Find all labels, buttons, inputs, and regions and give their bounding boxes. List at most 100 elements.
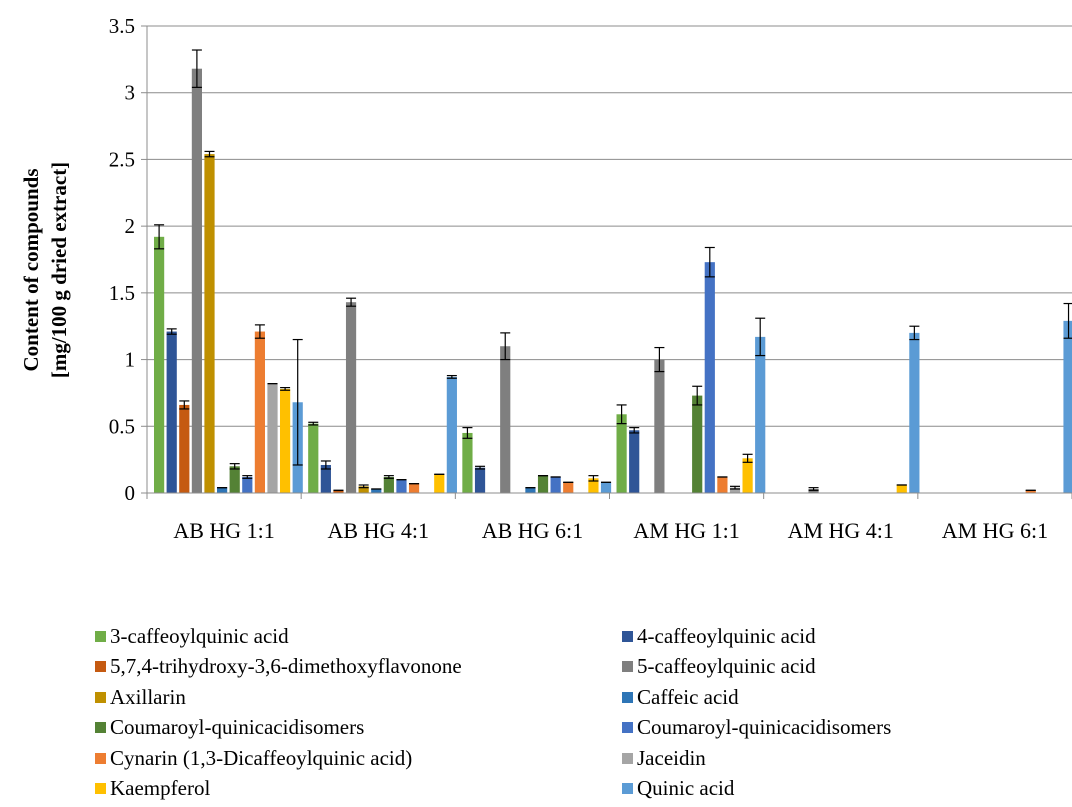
bar (434, 474, 445, 493)
bar (563, 482, 574, 493)
bar (371, 488, 382, 493)
bar (1063, 320, 1072, 493)
bar (654, 359, 665, 493)
bar (525, 487, 536, 493)
bar (396, 479, 407, 493)
chart-canvas: 0 0.5 1 1.5 2 2.5 3 3.5 AB HG 1:1 AB HG 4:1 AB HG… (19, 14, 1072, 543)
legend-item: 3-caffeoylquinic acid (95, 622, 289, 650)
y-tick-label: 3.5 (109, 14, 135, 38)
legend-label: 5-caffeoylquinic acid (637, 654, 816, 678)
legend-item: Coumaroyl-quinicacidisomers (622, 714, 891, 742)
x-tick-label: AB HG 4:1 (328, 518, 429, 543)
bar (166, 331, 177, 493)
bar (550, 476, 561, 493)
legend-label: 5,7,4-trihydroxy-3,6-dimethoxyflavonone (110, 654, 462, 678)
bar (320, 464, 331, 493)
y-tick-label: 3 (125, 81, 136, 105)
legend-item: Caffeic acid (622, 683, 739, 711)
bar (729, 487, 741, 493)
legend-swatch (622, 661, 633, 672)
legend-swatch (95, 722, 106, 733)
bar (217, 487, 228, 493)
legend-swatch (622, 783, 633, 794)
bar (704, 262, 715, 493)
x-tick-label: AM HG 1:1 (633, 518, 739, 543)
bar (191, 68, 202, 493)
legend-swatch (622, 630, 633, 642)
x-tick-label: AM HG 6:1 (942, 518, 1048, 543)
bar (267, 383, 278, 493)
y-axis-ticks: 0 0.5 1 1.5 2 2.5 3 3.5 (109, 14, 148, 505)
legend-item: 5-caffeoylquinic acid (622, 653, 816, 681)
bar (717, 476, 728, 493)
legend-item: Quinic acid (622, 775, 734, 803)
bar (537, 475, 549, 493)
legend-item: Coumaroyl-quinicacidisomers (95, 714, 364, 742)
y-tick-label: 2 (125, 214, 136, 238)
bar (280, 388, 291, 493)
bar (808, 488, 819, 493)
legend-item: Axillarin (95, 683, 186, 711)
bar (1025, 490, 1036, 493)
y-axis-label-line1: Content of compounds (19, 168, 43, 371)
legend-label: 4-caffeoylquinic acid (637, 623, 816, 648)
legend-item: Jaceidin (622, 744, 706, 772)
bar (600, 482, 612, 493)
x-tick-label: AB HG 1:1 (173, 518, 274, 543)
legend-swatch (622, 722, 633, 733)
legend-item: 5,7,4-trihydroxy-3,6-dimethoxyflavonone (95, 653, 462, 681)
legend-swatch (95, 783, 106, 794)
gridlines (147, 25, 1072, 427)
legend-label: Kaempferol (110, 776, 211, 800)
legend-swatch (622, 752, 633, 764)
bar (345, 302, 357, 493)
legend-swatch (622, 691, 633, 703)
legend-label: 3-caffeoylquinic acid (110, 623, 289, 648)
bar (446, 376, 457, 493)
bar (616, 414, 627, 493)
bar (204, 154, 215, 493)
legend-label: Jaceidin (637, 745, 706, 770)
y-axis-label-line2: [mg/100 g dried extract] (47, 162, 71, 378)
bar (242, 476, 253, 493)
bar (308, 423, 319, 493)
bar (462, 432, 473, 493)
bars (154, 68, 1072, 493)
legend-item: Cynarin (1,3-Dicaffeoylquinic acid) (95, 744, 412, 772)
legend-swatch (95, 752, 106, 764)
bar (254, 331, 265, 493)
bar (408, 483, 420, 493)
legend-swatch (95, 691, 106, 703)
bar (229, 466, 240, 493)
legend-label: Axillarin (110, 684, 186, 709)
legend-item: Kaempferol (95, 775, 210, 803)
legend-item: 4-caffeoylquinic acid (622, 622, 816, 650)
bar (358, 486, 369, 493)
legend-swatch (95, 661, 106, 672)
legend-label: Caffeic acid (637, 684, 739, 709)
x-tick-label: AM HG 4:1 (788, 518, 894, 543)
legend-label: Cynarin (1,3-Dicaffeoylquinic acid) (110, 745, 413, 770)
legend-swatch (95, 630, 106, 642)
legend-label: Quinic acid (637, 776, 735, 800)
bar (333, 490, 344, 493)
y-tick-label: 1.5 (109, 281, 135, 305)
bar (909, 332, 920, 493)
bar (755, 336, 766, 493)
bar (474, 467, 486, 493)
y-tick-label: 0 (125, 481, 136, 505)
bar (500, 346, 511, 493)
bar (629, 430, 640, 493)
bar (896, 484, 907, 493)
error-bars (154, 49, 1072, 491)
bar (588, 478, 599, 493)
bar (742, 458, 753, 493)
legend-label: Coumaroyl-quinicacidisomers (110, 715, 365, 739)
y-tick-label: 1 (125, 348, 136, 372)
y-tick-label: 0.5 (109, 414, 135, 438)
y-tick-label: 2.5 (109, 147, 135, 171)
bar (692, 395, 703, 493)
legend-label: Coumaroyl-quinicacidisomers (637, 715, 892, 739)
x-tick-label: AB HG 6:1 (482, 518, 583, 543)
bar (154, 236, 165, 493)
